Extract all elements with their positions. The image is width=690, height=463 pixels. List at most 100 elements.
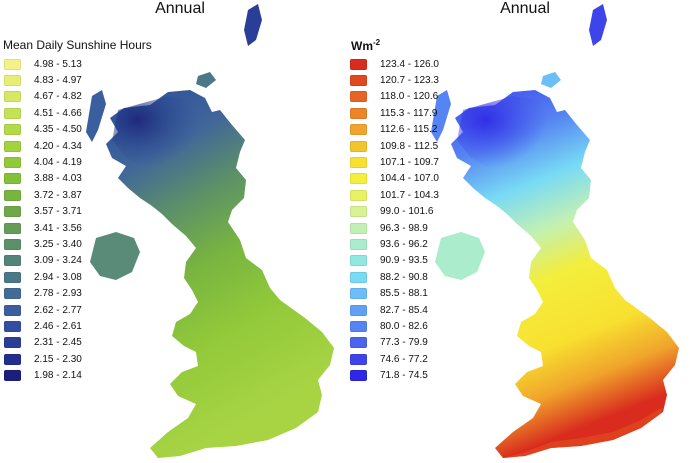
legend-unit-exponent: -2 <box>373 38 381 47</box>
legend-entry: 115.3 - 117.9 <box>350 105 439 121</box>
irradiance-panel: Annual Wm-2 123.4 - 126.0 120.7 - 123.3 11… <box>345 0 690 463</box>
panel-title: Annual <box>500 0 550 17</box>
legend-label: 96.3 - 98.9 <box>380 222 428 234</box>
legend-swatch <box>4 320 21 332</box>
legend-entry: 120.7 - 123.3 <box>350 72 439 88</box>
legend-label: 4.98 - 5.13 <box>34 58 82 70</box>
great-britain-shape <box>451 90 679 458</box>
legend-swatch <box>4 107 21 119</box>
legend-label: 3.88 - 4.03 <box>34 173 82 185</box>
legend-entry: 82.7 - 85.4 <box>350 302 439 318</box>
legend-entry: 80.0 - 82.6 <box>350 318 439 334</box>
legend-entry: 74.6 - 77.2 <box>350 351 439 367</box>
legend-entry: 3.09 - 3.24 <box>4 253 82 269</box>
sunshine-panel: Annual Mean Daily Sunshine Hours 4.98 - … <box>3 0 334 458</box>
legend-swatch <box>4 58 21 70</box>
legend-label: 3.57 - 3.71 <box>34 206 82 218</box>
legend-label: 2.62 - 2.77 <box>34 304 82 316</box>
legend-label: 1.98 - 2.14 <box>34 370 82 382</box>
legend-label: 3.41 - 3.56 <box>34 222 82 234</box>
legend-swatch <box>4 304 21 316</box>
legend-entry: 2.31 - 2.45 <box>4 335 82 351</box>
legend-entry: 107.1 - 109.7 <box>350 154 439 170</box>
legend-entry: 112.6 - 115.2 <box>350 122 439 138</box>
legend-swatch <box>350 271 367 283</box>
hebrides-shape <box>431 90 451 142</box>
legend-label: 109.8 - 112.5 <box>380 140 439 152</box>
shetland-shape <box>244 4 262 46</box>
legend-label: 115.3 - 117.9 <box>380 107 438 119</box>
legend-entry: 77.3 - 79.9 <box>350 335 439 351</box>
legend-swatch <box>350 75 367 87</box>
legend-entry: 2.46 - 2.61 <box>4 318 82 334</box>
legend-label: 123.4 - 126.0 <box>380 58 439 70</box>
legend-title: Wm-2 <box>351 38 380 53</box>
legend-entry: 4.35 - 4.50 <box>4 122 82 138</box>
legend-label: 90.9 - 93.5 <box>380 255 428 267</box>
legend-entry: 118.0 - 120.6 <box>350 89 439 105</box>
legend-label: 3.72 - 3.87 <box>34 189 82 201</box>
legend-label: 71.8 - 74.5 <box>380 370 428 382</box>
legend-label: 118.0 - 120.6 <box>380 91 439 103</box>
legend-entry: 4.98 - 5.13 <box>4 56 82 72</box>
legend-label: 2.94 - 3.08 <box>34 271 82 283</box>
legend-swatch <box>4 140 21 152</box>
legend-label: 4.04 - 4.19 <box>34 157 82 169</box>
legend-entry: 3.72 - 3.87 <box>4 187 82 203</box>
legend-swatch <box>350 91 367 103</box>
legend-label: 2.78 - 2.93 <box>34 288 82 300</box>
legend-entry: 3.88 - 4.03 <box>4 171 82 187</box>
legend-swatch <box>350 320 367 332</box>
legend-label: 85.5 - 88.1 <box>380 288 428 300</box>
legend-entry: 93.6 - 96.2 <box>350 236 439 252</box>
legend-entry: 90.9 - 93.5 <box>350 253 439 269</box>
legend-entry: 88.2 - 90.8 <box>350 269 439 285</box>
legend-entry: 3.57 - 3.71 <box>4 204 82 220</box>
sunshine-legend: 4.98 - 5.13 4.83 - 4.97 4.67 - 4.82 4.51 - … <box>4 56 82 384</box>
legend-entry: 4.83 - 4.97 <box>4 72 82 88</box>
legend-swatch <box>4 91 21 103</box>
legend-title: Mean Daily Sunshine Hours <box>3 38 152 52</box>
legend-label: 101.7 - 104.3 <box>380 189 439 201</box>
legend-entry: 101.7 - 104.3 <box>350 187 439 203</box>
legend-unit: Wm <box>351 39 373 53</box>
legend-label: 2.46 - 2.61 <box>34 320 82 332</box>
legend-swatch <box>4 189 21 201</box>
legend-swatch <box>350 189 367 201</box>
legend-label: 82.7 - 85.4 <box>380 304 428 316</box>
legend-label: 74.6 - 77.2 <box>380 353 428 365</box>
northern-ireland-shape <box>435 232 485 280</box>
legend-entry: 104.4 - 107.0 <box>350 171 439 187</box>
legend-swatch <box>4 222 21 234</box>
legend-label: 2.31 - 2.45 <box>34 337 82 349</box>
legend-swatch <box>4 238 21 250</box>
legend-swatch <box>350 58 367 70</box>
legend-label: 99.0 - 101.6 <box>380 206 434 218</box>
legend-swatch <box>350 238 367 250</box>
legend-label: 80.0 - 82.6 <box>380 320 428 332</box>
legend-entry: 3.41 - 3.56 <box>4 220 82 236</box>
legend-entry: 96.3 - 98.9 <box>350 220 439 236</box>
legend-entry: 109.8 - 112.5 <box>350 138 439 154</box>
south-coast-shade <box>503 408 663 458</box>
legend-swatch <box>4 271 21 283</box>
legend-swatch <box>350 288 367 300</box>
legend-swatch <box>4 173 21 185</box>
legend-swatch <box>350 353 367 365</box>
legend-swatch <box>4 75 21 87</box>
legend-swatch <box>4 157 21 169</box>
highlands-shade <box>112 96 214 176</box>
legend-entry: 2.78 - 2.93 <box>4 285 82 301</box>
legend-swatch <box>350 255 367 267</box>
legend-entry: 85.5 - 88.1 <box>350 285 439 301</box>
legend-label: 93.6 - 96.2 <box>380 238 428 250</box>
legend-label: 2.15 - 2.30 <box>34 353 82 365</box>
legend-label: 3.09 - 3.24 <box>34 255 82 267</box>
legend-entry: 2.94 - 3.08 <box>4 269 82 285</box>
legend-label: 107.1 - 109.7 <box>380 157 439 169</box>
legend-swatch <box>4 255 21 267</box>
legend-entry: 123.4 - 126.0 <box>350 56 439 72</box>
legend-entry: 2.15 - 2.30 <box>4 351 82 367</box>
great-britain-shape <box>106 90 334 458</box>
legend-swatch <box>350 370 367 382</box>
